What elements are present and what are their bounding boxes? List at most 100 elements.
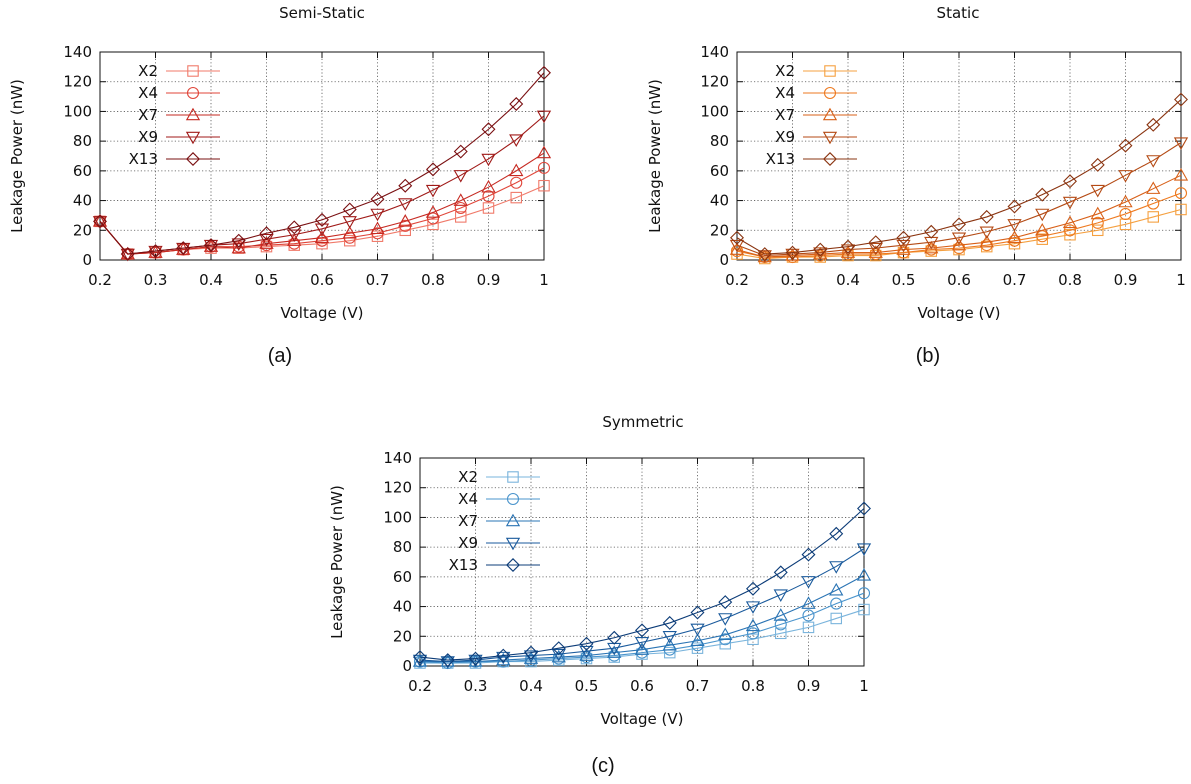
data-point [1118,194,1133,208]
panel-caption: (a) [268,345,292,367]
data-point [427,218,439,231]
data-point [482,202,495,214]
data-point [120,248,135,262]
data-point [1090,157,1105,172]
y-tick-label: 40 [393,598,412,616]
data-point [1092,224,1104,237]
x-tick-label: 0.2 [408,677,432,695]
data-point [746,627,760,640]
data-point [802,621,815,634]
legend-label: X4 [138,84,158,102]
x-tick-label: 0.9 [477,271,501,289]
data-point [857,501,871,516]
y-tick-label: 100 [63,102,92,120]
data-point [1090,206,1105,220]
series-line [99,72,545,255]
data-point [662,631,677,644]
data-point [747,633,759,646]
legend-marker [505,537,521,551]
data-point [1035,187,1050,202]
data-point [841,248,855,261]
data-point [287,233,302,246]
legend-label: X2 [775,62,795,80]
data-point [425,205,441,218]
x-tick-label: 0.5 [892,271,916,289]
x-tick-label: 0.4 [519,677,543,695]
data-point [829,561,844,574]
data-point [719,637,731,650]
x-tick-label: 0.8 [1058,271,1082,289]
data-point [856,543,872,556]
data-point [510,176,523,189]
series-x9 [412,543,872,669]
legend-marker [822,131,838,145]
data-point [453,193,468,206]
data-point [398,198,413,211]
data-point [259,226,274,241]
data-point [840,245,856,258]
series-x13 [93,65,551,262]
data-point [537,65,551,80]
legend-marker [823,86,837,100]
data-point [551,641,566,656]
y-tick-label: 0 [82,251,92,269]
data-point [757,250,772,263]
data-point [662,637,677,651]
data-point [1174,92,1188,107]
data-point [1062,196,1078,210]
x-tick-label: 0.2 [88,271,112,289]
data-point [523,651,539,664]
data-point [509,134,524,147]
x-tick-label: 0.5 [255,271,279,289]
x-tick-label: 0.8 [741,677,765,695]
data-point [757,247,772,262]
legend-label: X13 [449,556,478,574]
y-tick-label: 120 [63,73,92,91]
data-point [342,202,357,217]
data-point [690,605,705,620]
legend-label: X4 [458,490,478,508]
data-point [607,630,622,645]
data-point [1007,199,1022,214]
legend-label: X9 [458,534,478,552]
data-point [1118,138,1133,153]
y-tick-label: 60 [710,162,729,180]
data-point [1063,224,1077,237]
data-point [287,220,302,235]
data-point [204,238,218,253]
data-point [468,651,483,666]
legend-marker [186,86,200,100]
y-axis-label: Leakage Power (nW) [328,485,346,639]
data-point [773,608,788,621]
data-point [829,526,844,541]
data-point [537,161,551,174]
plot-frame [419,457,865,667]
series-line [419,548,865,663]
series-x7 [729,168,1189,263]
chart-title: Symmetric [602,413,683,431]
x-tick-label: 0.4 [199,271,223,289]
data-point [841,239,855,254]
data-point [342,216,357,229]
chart-panel-1: Semi-Static 0 20 40 60 80 100 120 140 0.2 0.3 0.4 0.… [8,4,552,367]
legend-marker [505,513,521,527]
data-point [453,170,468,183]
data-point [952,217,966,232]
legend-marker [186,152,200,166]
data-point [801,596,816,609]
data-point [718,613,733,626]
data-point [454,211,467,223]
data-point [896,239,911,253]
legend-marker [185,107,201,121]
data-point [951,232,967,246]
x-tick-label: 1 [859,677,869,695]
y-tick-label: 60 [393,568,412,586]
data-point [813,242,828,257]
x-tick-label: 1 [1176,271,1186,289]
data-point [858,603,870,616]
data-point [398,178,413,193]
x-tick-label: 0.4 [836,271,860,289]
data-point [370,221,385,235]
series-line [99,152,545,255]
x-tick-label: 0.3 [781,271,805,289]
